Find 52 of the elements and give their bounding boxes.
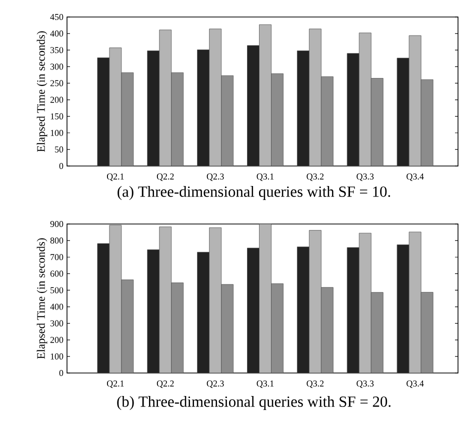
y-tick-label: 100 (50, 130, 64, 136)
y-tick-label: 900 (50, 220, 64, 228)
x-tick-label: Q3.3 (356, 174, 374, 181)
y-tick-label: 100 (50, 353, 64, 360)
y-tick-label: 250 (50, 80, 64, 86)
bar (320, 287, 334, 373)
y-tick-label: 400 (50, 30, 64, 37)
y-tick-label: 0 (59, 162, 64, 170)
x-tick-label: Q2.2 (156, 380, 174, 388)
x-tick-label: Q3.3 (356, 380, 374, 388)
bar (247, 248, 260, 373)
x-tick-label: Q3.2 (306, 174, 324, 181)
bar (420, 292, 434, 373)
y-tick-label: 300 (50, 64, 64, 70)
x-tick-label: Q2.1 (106, 174, 124, 181)
y-tick-label: 600 (50, 270, 64, 277)
x-tick-label: Q3.2 (306, 380, 324, 388)
x-tick-label: Q2.1 (106, 380, 124, 388)
bar (396, 244, 410, 373)
y-tick-label: 200 (50, 96, 64, 103)
x-tick-label: Q3.4 (406, 380, 424, 388)
text: (a) Three-dimensional queries with SF = 10. (118, 186, 390, 200)
bar (97, 243, 110, 373)
y-tick-label: 500 (50, 287, 64, 294)
x-tick-label: Q3.1 (256, 380, 274, 388)
bar (197, 252, 210, 373)
text: (b) Three-dimensional queries with SF = 20. (117, 396, 391, 410)
x-tick-label: Q3.4 (406, 174, 424, 181)
y-tick-label: 300 (50, 320, 64, 326)
y-tick-label: 350 (50, 47, 64, 54)
y-tick-label: 200 (50, 336, 64, 343)
x-tick-label: Q2.3 (206, 380, 224, 388)
y-tick-label: 50 (55, 146, 64, 152)
y-tick-label: 450 (50, 14, 64, 20)
bar (221, 284, 234, 373)
y-tick-label: 0 (59, 370, 64, 376)
x-tick-label: Q3.1 (256, 174, 274, 181)
bar (147, 249, 160, 373)
y-tick-label: 400 (50, 304, 64, 310)
x-tick-label: Q2.3 (206, 174, 224, 181)
y-tick-label: 700 (50, 254, 64, 260)
bar (346, 247, 360, 373)
y-axis-title: Elapsed Time (in seconds) (36, 238, 48, 359)
y-tick-label: 150 (50, 113, 64, 120)
y-tick-label: 800 (50, 238, 64, 244)
bar (271, 283, 284, 373)
bar (370, 292, 384, 373)
bar (121, 280, 134, 373)
bar (171, 282, 184, 373)
y-axis-title: Elapsed Time (in seconds) (36, 31, 48, 152)
bar (296, 246, 310, 373)
x-tick-label: Q2.2 (156, 174, 174, 181)
